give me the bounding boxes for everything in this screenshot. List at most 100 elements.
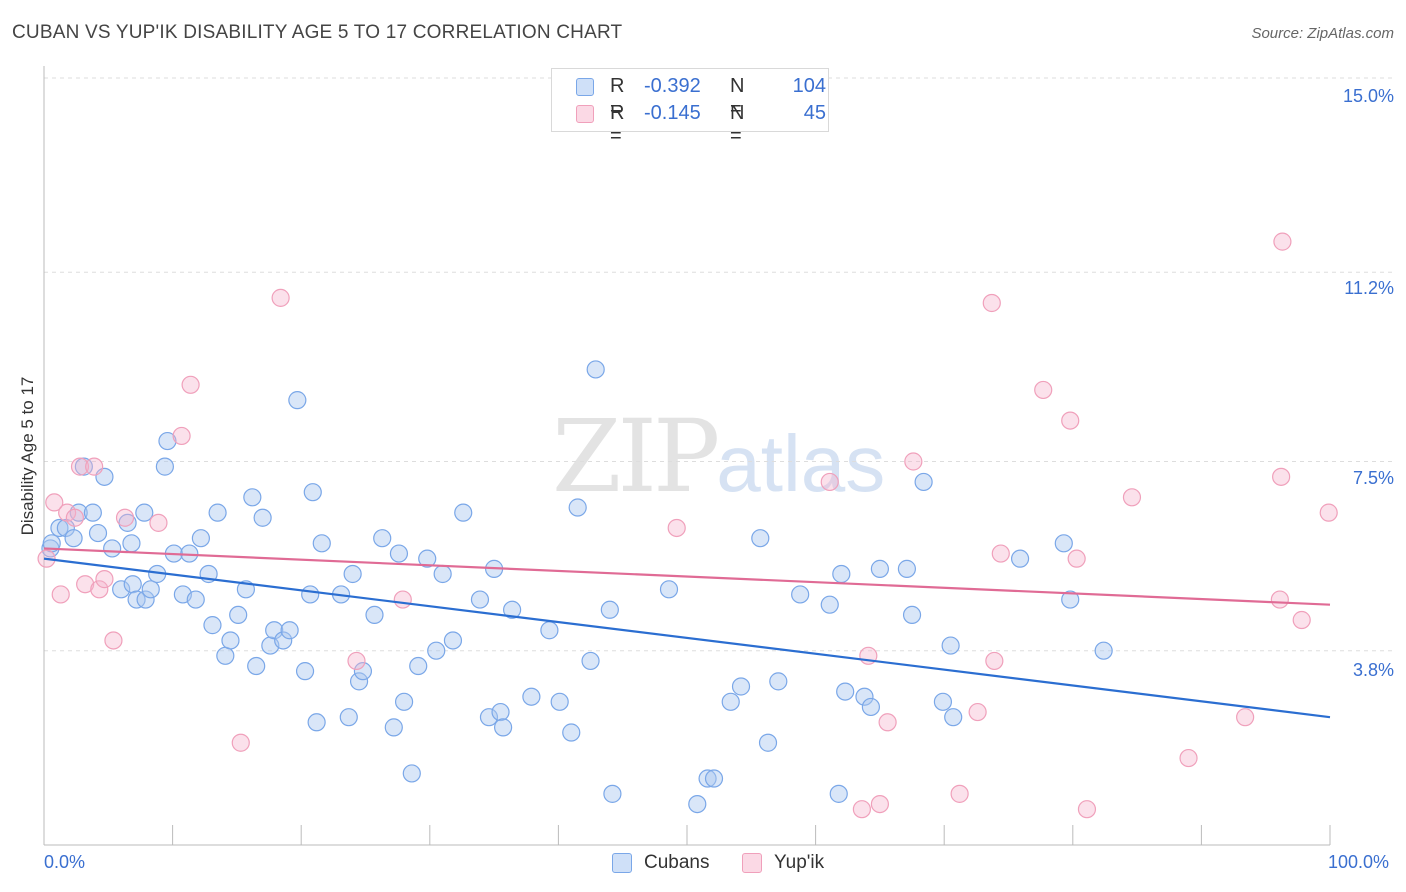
y-tick-label-3-8: 3.8% (1352, 660, 1394, 680)
cubans-point (353, 662, 373, 681)
cubans-point (384, 718, 403, 737)
yupik-point (90, 580, 109, 599)
bottom-legend-label-cubans: Cubans (644, 852, 710, 873)
yupik-point (393, 590, 412, 609)
cubans-point (1054, 534, 1073, 553)
watermark: ZIPatlas (552, 398, 885, 515)
cubans-point (600, 600, 619, 619)
cubans-point (870, 559, 890, 578)
cubans-point (470, 590, 490, 609)
cubans-point (112, 580, 131, 599)
cubans-point (855, 687, 874, 706)
cubans-point (751, 529, 770, 548)
cubans-point (503, 600, 522, 619)
stats-legend: R = -0.392 N = 104 R = -0.145 N = 45 (551, 68, 829, 147)
cubans-point (944, 708, 963, 727)
cubans-point (103, 539, 122, 558)
yupik-point (1077, 800, 1097, 819)
cubans-point (74, 457, 93, 476)
cubans-point (550, 692, 569, 711)
yupik-point (347, 651, 366, 671)
watermark-zip: ZIP (552, 398, 720, 515)
yupik-point (1272, 467, 1291, 486)
cubans-point (454, 503, 473, 522)
cubans-point (758, 733, 778, 752)
cubans-point (135, 503, 154, 522)
cubans-point (123, 575, 142, 594)
yupik-point (1319, 503, 1338, 522)
cubans-point (141, 580, 160, 599)
yupik-point (65, 508, 84, 527)
cubans-point (820, 595, 839, 614)
legend-r-value: -0.392 (644, 75, 701, 97)
cubans-point (829, 784, 848, 803)
cubans-point (427, 641, 446, 660)
cubans-point (203, 616, 222, 635)
watermark-atlas: atlas (716, 419, 886, 508)
cubans-point (836, 682, 855, 701)
yupik-point (1236, 708, 1255, 727)
chart-title: CUBAN VS YUP'IK DISABILITY AGE 5 TO 17 C… (12, 22, 623, 43)
legend-swatch-cubans (576, 78, 594, 96)
yupik-point (181, 375, 200, 394)
cubans-point (136, 590, 155, 609)
legend-r-label: R = (610, 75, 625, 120)
yupik-point (1067, 549, 1086, 568)
cubans-point (339, 708, 358, 727)
yupik-point (51, 585, 70, 604)
yupik-point (1179, 748, 1198, 768)
yupik-point (1122, 488, 1142, 507)
cubans-point (229, 605, 248, 625)
cubans-point (288, 391, 307, 410)
yupik-point (231, 733, 250, 752)
cubans-point (88, 523, 108, 543)
yupik-point (1273, 232, 1292, 251)
yupik-point (1061, 411, 1080, 430)
cubans-point (247, 656, 266, 676)
yupik-point (852, 800, 871, 819)
cubans-point (902, 605, 922, 625)
bottom-legend-label-yupik: Yup'ik (774, 852, 825, 873)
yupik-point (45, 493, 64, 512)
cubans-point (295, 662, 315, 681)
cubans-point (418, 549, 437, 568)
yupik-point (820, 472, 839, 492)
cubans-point (280, 621, 299, 640)
yupik-point (1292, 610, 1311, 630)
yupik-point (667, 518, 686, 538)
cubans-point (409, 656, 428, 676)
cubans-point (540, 621, 559, 640)
yupik-point (870, 794, 890, 814)
yupik-point (85, 457, 104, 476)
cubans-point (586, 360, 605, 379)
cubans-point (122, 534, 141, 553)
yupik-point (115, 508, 135, 527)
cubans-point (307, 713, 326, 732)
cubans-point (64, 529, 83, 548)
legend-n-label: N = (730, 75, 745, 120)
cubans-point (698, 769, 717, 788)
cubans-point (479, 708, 499, 727)
cubans-point (721, 692, 740, 711)
cubans-point (731, 677, 751, 696)
cubans-point (914, 472, 933, 492)
yupik-point (104, 631, 123, 650)
cubans-point (861, 697, 880, 717)
yupik-point (878, 713, 897, 732)
cubans-point (50, 518, 69, 538)
legend-n-label: N = (730, 102, 745, 147)
yupik-point (982, 293, 1001, 313)
y-tick-label-11-2: 11.2% (1344, 278, 1394, 298)
x-tick-label-min: 0.0% (44, 852, 86, 872)
cubans-point (491, 702, 510, 722)
cubans-point (303, 483, 322, 502)
cubans-point (659, 580, 679, 599)
cubans-point (704, 769, 724, 788)
yupik-point (991, 544, 1010, 563)
cubans-point (208, 503, 227, 522)
cubans-point (118, 513, 137, 532)
yupik-point (70, 457, 90, 476)
cubans-point (158, 431, 177, 451)
cubans-point (1094, 641, 1113, 660)
